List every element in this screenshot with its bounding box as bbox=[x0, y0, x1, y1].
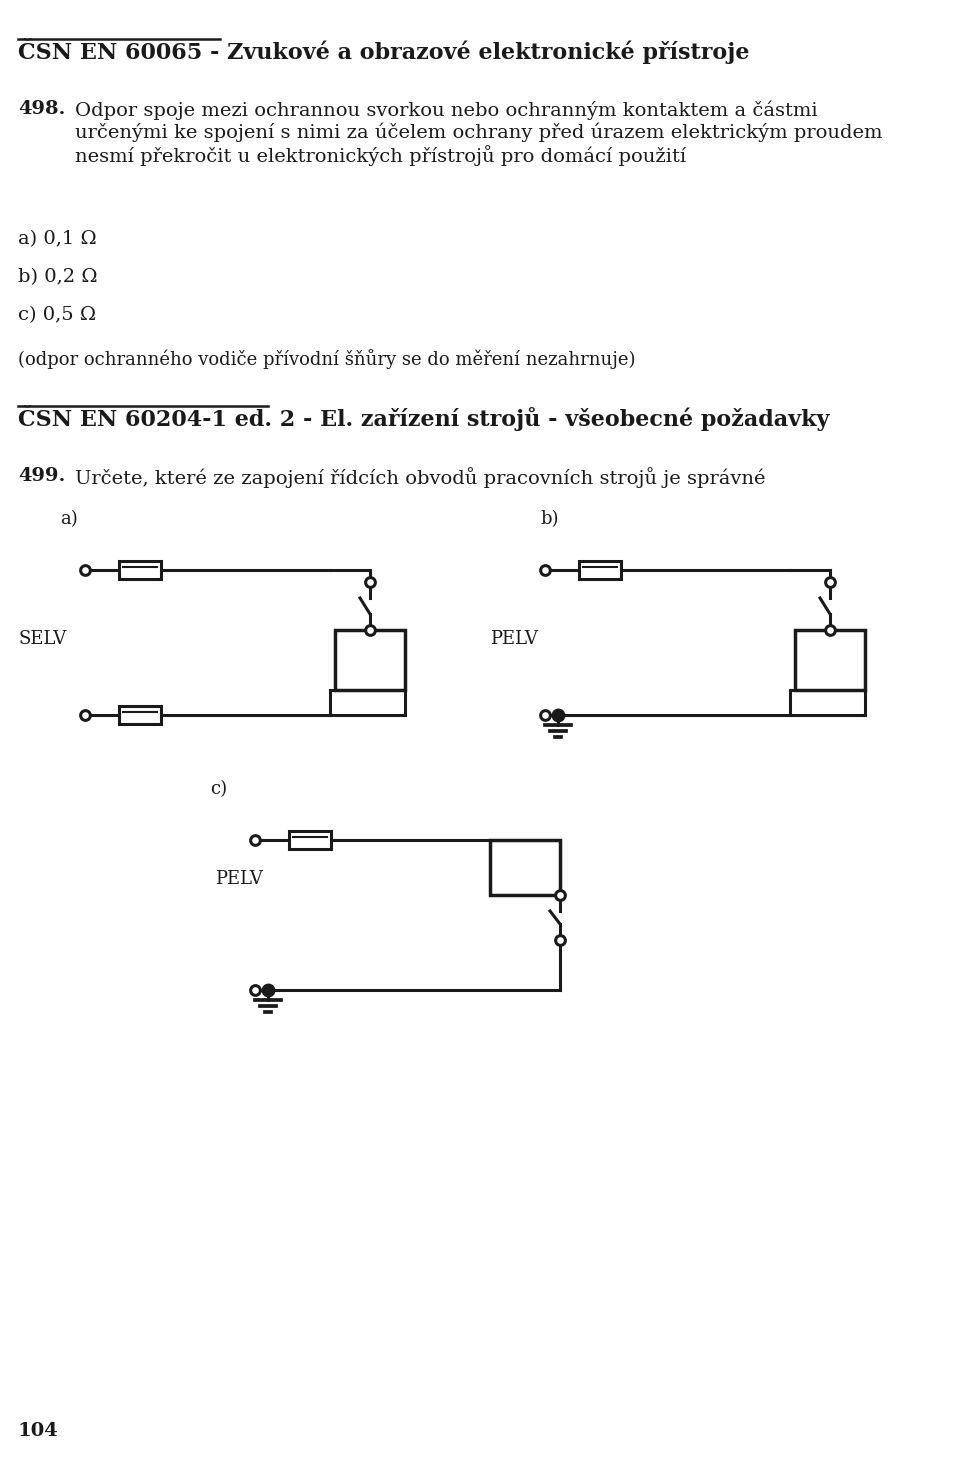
Text: 498.: 498. bbox=[18, 100, 65, 118]
Text: 104: 104 bbox=[18, 1421, 59, 1441]
Bar bbox=[289, 831, 331, 850]
Bar bbox=[335, 631, 405, 689]
Text: Určete, které ze zapojení řídcích obvodů pracovních strojů je správné: Určete, které ze zapojení řídcích obvodů… bbox=[75, 467, 765, 488]
Text: PELV: PELV bbox=[490, 631, 538, 648]
Bar bbox=[579, 562, 621, 579]
Bar bbox=[119, 706, 161, 725]
Text: b) 0,2 Ω: b) 0,2 Ω bbox=[18, 268, 98, 287]
Text: 499.: 499. bbox=[18, 467, 65, 485]
Text: c): c) bbox=[210, 781, 228, 798]
Text: c) 0,5 Ω: c) 0,5 Ω bbox=[18, 306, 96, 323]
Text: ČSN EN 60204-1 ed. 2 - El. zařízení strojů - všeobecné požadavky: ČSN EN 60204-1 ed. 2 - El. zařízení stro… bbox=[18, 406, 829, 431]
Bar bbox=[119, 562, 161, 579]
Text: SELV: SELV bbox=[18, 631, 66, 648]
Text: (odpor ochranného vodiče přívodní šňůry se do měření nezahrnuje): (odpor ochranného vodiče přívodní šňůry … bbox=[18, 348, 636, 369]
Text: ČSN EN 60065 - Zvukové a obrazové elektronické přístroje: ČSN EN 60065 - Zvukové a obrazové elektr… bbox=[18, 38, 750, 65]
Text: a) 0,1 Ω: a) 0,1 Ω bbox=[18, 229, 97, 248]
Bar bbox=[795, 631, 865, 689]
Bar bbox=[490, 839, 560, 895]
Text: PELV: PELV bbox=[215, 870, 263, 888]
Text: b): b) bbox=[540, 510, 559, 528]
Text: Odpor spoje mezi ochrannou svorkou nebo ochranným kontaktem a částmi
určenými ke: Odpor spoje mezi ochrannou svorkou nebo … bbox=[75, 100, 882, 166]
Text: a): a) bbox=[60, 510, 78, 528]
